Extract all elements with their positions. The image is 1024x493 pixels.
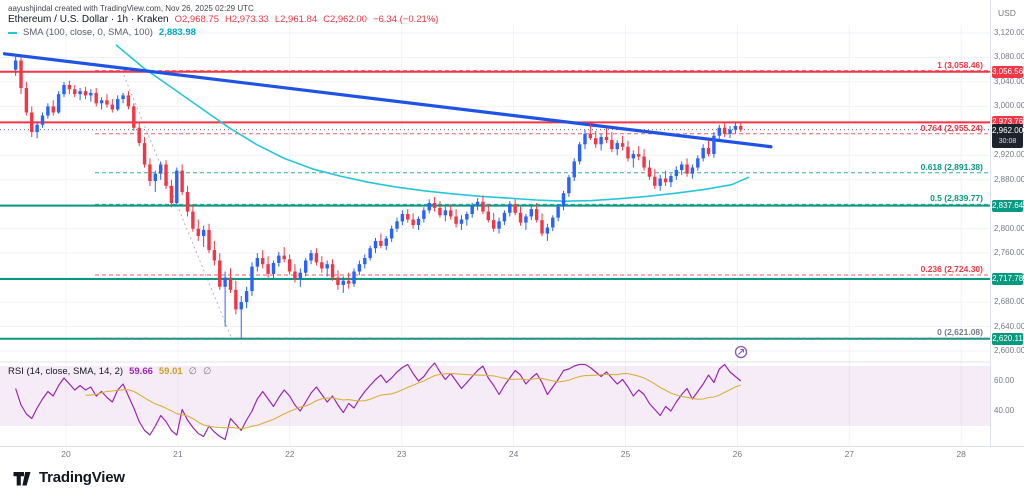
- fib-level-lines[interactable]: [95, 70, 990, 339]
- date-tick-label: 20: [61, 449, 71, 459]
- symbol-legend[interactable]: Ethereum / U.S. Dollar · 1h · Kraken O2,…: [8, 14, 438, 25]
- date-tick-label: 21: [173, 449, 183, 459]
- fib-level-label: 0.236 (2,724.30): [920, 263, 983, 274]
- drawing-marker-icon[interactable]: [734, 345, 748, 359]
- bar-countdown: 30:08: [998, 137, 1017, 145]
- sma-100-line[interactable]: [115, 44, 750, 202]
- date-tick-label: 23: [396, 449, 407, 459]
- price-tick-label: 3,000.00: [994, 101, 1024, 111]
- price-level-tag: 2,717.78: [992, 272, 1024, 285]
- symbol-title[interactable]: Ethereum / U.S. Dollar · 1h · Kraken: [8, 14, 169, 25]
- rsi-ma-value: 59.01: [158, 366, 183, 377]
- fib-level-label: 0.764 (2,955.24): [920, 122, 983, 133]
- fib-level-label: 1 (3,058.46): [937, 59, 983, 70]
- rsi-tick-label: 60.00: [994, 376, 1015, 385]
- date-tick-label: 27: [844, 449, 855, 459]
- price-tick-label: 3,120.00: [994, 28, 1024, 37]
- brand-name[interactable]: TradingView: [39, 469, 125, 486]
- trend-line[interactable]: [2, 52, 773, 149]
- sma-legend[interactable]: SMA (100, close, 0, SMA, 100) 2,883.98: [8, 27, 196, 38]
- price-level-tag: 2,837.64: [992, 199, 1024, 212]
- rsi-tick-label: 40.00: [994, 406, 1015, 415]
- fib-level-label: 0.5 (2,839.77): [930, 193, 983, 204]
- currency-label: USD: [998, 8, 1016, 18]
- rsi-label[interactable]: RSI (14, close, SMA, 14, 2): [8, 366, 124, 377]
- price-tick-label: 2,800.00: [994, 223, 1024, 233]
- date-tick-label: 24: [508, 449, 519, 459]
- time-axis[interactable]: 20 21 22 23 24 25 26 27 28: [0, 446, 1024, 462]
- price-tick-label: 3,080.00: [994, 52, 1024, 62]
- tradingview-logo-icon[interactable]: [12, 468, 32, 488]
- price-tick-label: 2,680.00: [994, 297, 1024, 307]
- sma-value: 2,883.98: [158, 27, 196, 38]
- grid: [0, 25, 990, 446]
- date-tick-label: 22: [285, 449, 295, 459]
- chart-canvas[interactable]: [0, 0, 1024, 462]
- footer-bar: TradingView: [0, 462, 1024, 493]
- rsi-ma-line[interactable]: [85, 372, 741, 430]
- rsi-extra-2: ∅: [202, 366, 212, 377]
- date-tick-label: 28: [956, 449, 966, 459]
- watermark: aayushjindal created with TradingView.co…: [8, 4, 254, 13]
- price-tick-label: 2,600.00: [994, 346, 1024, 355]
- fib-level-label: 0 (2,621.08): [937, 327, 983, 338]
- ohlc-low: L2,961.84: [274, 14, 318, 25]
- date-tick-label: 25: [620, 449, 631, 459]
- price-tick-label: 2,640.00: [994, 321, 1024, 331]
- price-axis[interactable]: USD 3,120.00 3,080.00 3,040.00 3,000.00 2,96…: [990, 0, 1024, 462]
- candlesticks: [13, 54, 743, 339]
- date-tick-label: 26: [732, 449, 743, 459]
- price-level-tag: 2,620.11: [992, 332, 1023, 345]
- ohlc-open: O2,968.75: [174, 14, 219, 25]
- rsi-value: 59.66: [129, 366, 153, 377]
- ohlc-high: H2,973.33: [225, 14, 269, 25]
- rsi-extra-1: ∅: [188, 366, 197, 377]
- rsi-line[interactable]: [15, 362, 742, 441]
- ohlc-close: C2,962.00: [323, 14, 367, 25]
- price-tick-label: 2,880.00: [994, 174, 1024, 184]
- price-change: −6.34 (−0.21%): [372, 14, 439, 25]
- fib-level-label: 0.618 (2,891.38): [920, 161, 983, 172]
- fib-connector-line[interactable]: [121, 70, 233, 339]
- price-tick-label: 3,040.00: [994, 76, 1024, 86]
- price-tick-label: 2,760.00: [994, 248, 1024, 258]
- price-level-tag: 3,056.56: [992, 65, 1024, 78]
- sma-color-swatch: [8, 31, 17, 34]
- sma-label[interactable]: SMA (100, close, 0, SMA, 100): [23, 27, 153, 38]
- last-price-tag: 2,962.00 30:08: [992, 123, 1023, 148]
- rsi-legend[interactable]: RSI (14, close, SMA, 14, 2) 59.66 59.01 …: [8, 366, 211, 377]
- price-tick-label: 2,920.00: [994, 150, 1024, 160]
